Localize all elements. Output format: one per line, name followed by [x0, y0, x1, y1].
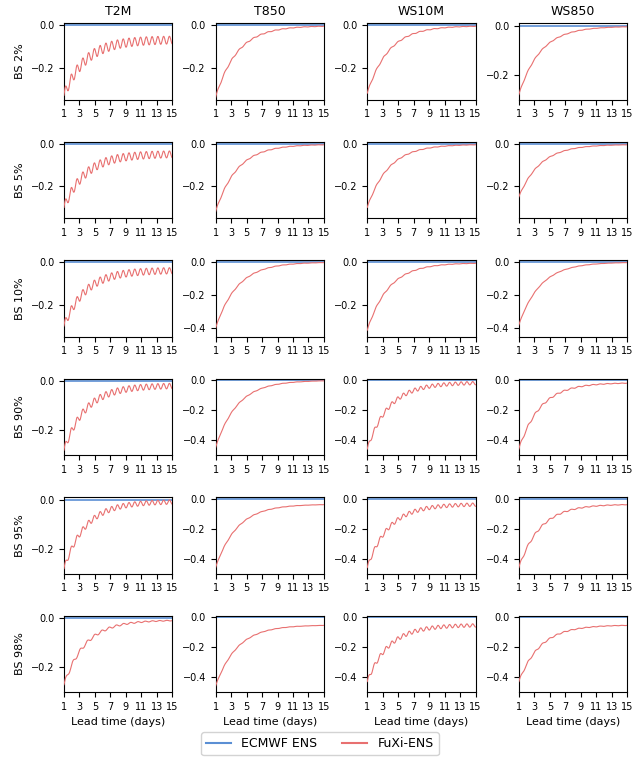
Y-axis label: BS 90%: BS 90%: [15, 395, 25, 438]
X-axis label: Lead time (days): Lead time (days): [526, 717, 620, 727]
Y-axis label: BS 5%: BS 5%: [15, 162, 25, 198]
Y-axis label: BS 98%: BS 98%: [15, 632, 25, 675]
X-axis label: Lead time (days): Lead time (days): [223, 717, 317, 727]
Title: WS850: WS850: [551, 5, 595, 18]
Y-axis label: BS 2%: BS 2%: [15, 43, 25, 79]
Title: WS10M: WS10M: [398, 5, 445, 18]
Title: T2M: T2M: [105, 5, 131, 18]
X-axis label: Lead time (days): Lead time (days): [71, 717, 165, 727]
Title: T850: T850: [254, 5, 285, 18]
Legend: ECMWF ENS, FuXi-ENS: ECMWF ENS, FuXi-ENS: [202, 732, 438, 755]
X-axis label: Lead time (days): Lead time (days): [374, 717, 468, 727]
Y-axis label: BS 95%: BS 95%: [15, 514, 25, 557]
Y-axis label: BS 10%: BS 10%: [15, 277, 25, 320]
